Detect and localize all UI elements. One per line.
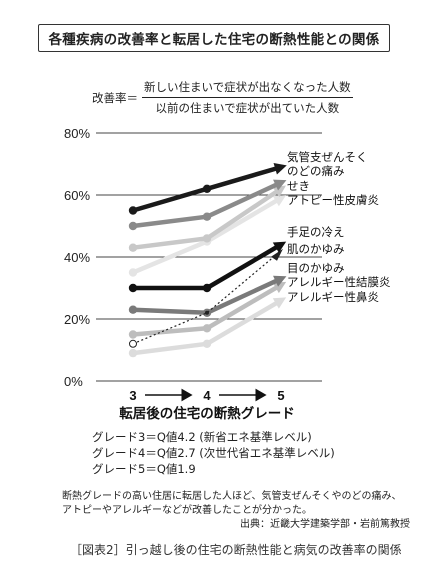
y-tick-label: 0% [64, 374, 83, 389]
formula-denominator: 以前の住まいで症状が出ていた人数 [155, 101, 340, 115]
data-point [128, 268, 138, 277]
grade-4-note: グレード4＝Q値2.7 (次世代省エネ基準レベル) [92, 446, 335, 460]
series-label: 気管支ぜんそく [287, 150, 368, 164]
series-label: のどの痛み [287, 164, 345, 178]
grade-legend: グレード3＝Q値4.2 (新省エネ基準レベル) グレード4＝Q値2.7 (次世代… [92, 429, 335, 477]
data-point [271, 248, 283, 261]
data-point [202, 339, 212, 348]
y-tick-label: 40% [64, 250, 90, 265]
data-point [272, 195, 287, 207]
data-point [128, 330, 138, 339]
data-point [272, 297, 287, 309]
data-point [128, 206, 138, 215]
x-tick-label: 3 [129, 388, 136, 403]
data-point [202, 283, 212, 293]
series-label: アレルギー性結膜炎 [287, 275, 391, 289]
data-point [202, 184, 212, 193]
figure-caption: ［図表2］引っ越し後の住宅の断熱性能と病気の改善率の関係 [70, 543, 402, 557]
data-point [273, 179, 287, 191]
data-point [128, 348, 138, 358]
data-point [273, 275, 287, 287]
note-line-2: アトピーやアレルギーなどが改善したことが分かった。 [62, 505, 312, 516]
finding-note: 断熱グレードの高い住居に転居した人ほど、気管支ぜんそくやのどの痛み、 アトピーや… [62, 490, 412, 532]
series-label: 肌のかゆみ [287, 242, 345, 256]
series-label: アトピー性皮膚炎 [287, 193, 379, 207]
data-point [202, 324, 212, 333]
data-point [273, 163, 287, 175]
data-point [202, 234, 212, 243]
data-point [202, 212, 212, 221]
y-tick-label: 80% [64, 126, 90, 141]
improvement-formula: 改善率＝ 新しい住まいで症状が出なくなった人数 以前の住まいで症状が出ていた人数 [92, 79, 353, 116]
x-axis-label: 転居後の住宅の断熱グレード [119, 405, 295, 422]
grade-5-note: グレード5＝Q値1.9 [92, 462, 196, 476]
x-tick-label: 4 [203, 388, 211, 403]
data-point [272, 241, 287, 253]
formula-numerator: 新しい住まいで症状が出なくなった人数 [142, 79, 353, 98]
y-tick-label: 60% [64, 188, 90, 203]
data-point [129, 339, 137, 348]
series-label: 手足の冷え [287, 225, 345, 239]
data-point [128, 283, 138, 293]
series-line [133, 242, 283, 291]
source-credit: 出典：近畿大学建築学部・岩前篤教授 [240, 519, 410, 530]
series-label: アレルギー性鼻炎 [287, 290, 379, 304]
formula-lhs: 改善率＝ [92, 90, 138, 105]
y-tick-label: 20% [64, 312, 90, 327]
series-label: せき [287, 179, 310, 193]
grade-3-note: グレード3＝Q値4.2 (新省エネ基準レベル) [92, 430, 312, 444]
data-point [128, 243, 138, 252]
data-point [128, 221, 138, 231]
data-point [272, 185, 286, 198]
series-label: 目のかゆみ [287, 261, 345, 275]
data-point [272, 281, 287, 294]
data-point [128, 305, 138, 314]
note-line-1: 断熱グレードの高い住居に転居した人ほど、気管支ぜんそくやのどの痛み、 [62, 491, 402, 502]
data-point [205, 310, 209, 315]
series-line [132, 250, 282, 345]
x-tick-label: 5 [277, 388, 284, 403]
chart-title: 各種疾病の改善率と転居した住宅の断熱性能との関係 [38, 24, 390, 52]
formula-fraction: 新しい住まいで症状が出なくなった人数 以前の住まいで症状が出ていた人数 [142, 79, 353, 116]
